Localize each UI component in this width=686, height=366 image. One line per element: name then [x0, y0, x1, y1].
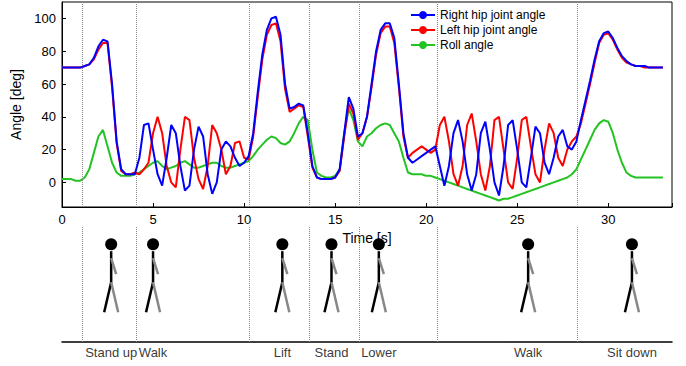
svg-text:80: 80	[42, 44, 56, 59]
svg-text:Walk: Walk	[139, 345, 168, 360]
svg-text:Left hip joint angle: Left hip joint angle	[440, 23, 538, 37]
svg-text:Sit down: Sit down	[607, 345, 657, 360]
svg-text:40: 40	[42, 109, 56, 124]
svg-text:25: 25	[510, 212, 524, 227]
svg-text:Right hip joint angle: Right hip joint angle	[440, 8, 546, 22]
svg-text:Angle [deg]: Angle [deg]	[8, 69, 24, 140]
svg-text:60: 60	[42, 77, 56, 92]
svg-text:0: 0	[49, 175, 56, 190]
svg-text:10: 10	[237, 212, 251, 227]
svg-text:0: 0	[58, 212, 65, 227]
svg-text:30: 30	[601, 212, 615, 227]
svg-text:20: 20	[419, 212, 433, 227]
svg-text:Lower: Lower	[361, 345, 397, 360]
svg-text:15: 15	[328, 212, 342, 227]
svg-text:5: 5	[149, 212, 156, 227]
svg-text:Walk: Walk	[514, 345, 543, 360]
svg-text:Roll angle: Roll angle	[440, 38, 494, 52]
svg-text:Lift: Lift	[274, 345, 292, 360]
svg-text:Time [s]: Time [s]	[342, 229, 392, 246]
svg-text:20: 20	[42, 142, 56, 157]
svg-text:Stand up: Stand up	[85, 345, 137, 360]
svg-text:Stand: Stand	[315, 345, 349, 360]
svg-text:100: 100	[34, 11, 56, 26]
